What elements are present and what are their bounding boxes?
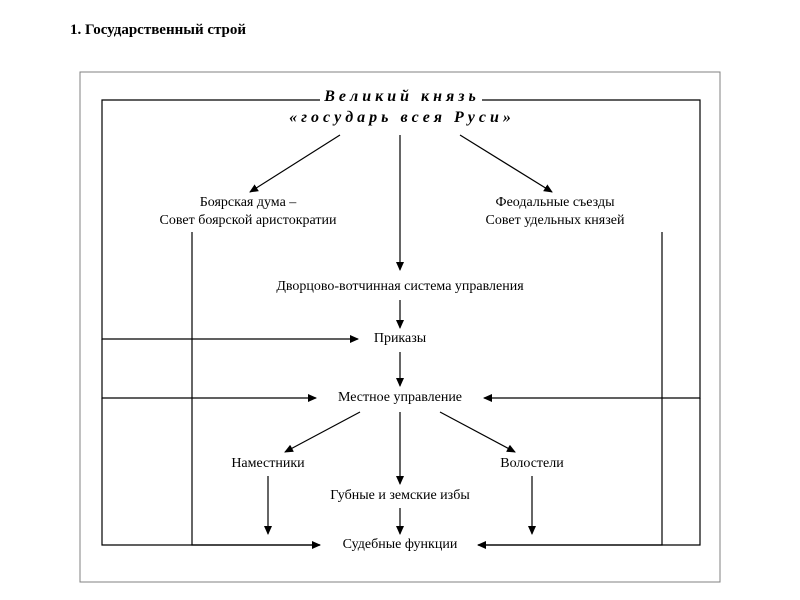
node-volosteli: Волостели <box>500 455 564 473</box>
node-prikazy: Приказы <box>374 330 426 348</box>
node-mestnoe: Местное управление <box>338 389 462 407</box>
node-dvorts: Дворцово-вотчинная система управления <box>276 278 523 296</box>
node-feodal: Феодальные съезды Совет удельных князей <box>486 194 625 230</box>
node-root: В е л и к и й к н я з ь « г о с у д а р … <box>289 87 511 129</box>
node-sud: Судебные функции <box>343 536 458 554</box>
page-title: 1. Государственный строй <box>70 22 246 39</box>
node-gubnye: Губные и земские избы <box>330 487 469 505</box>
node-boyar: Боярская дума – Совет боярской аристокра… <box>160 194 337 230</box>
node-namest: Наместники <box>231 455 304 473</box>
